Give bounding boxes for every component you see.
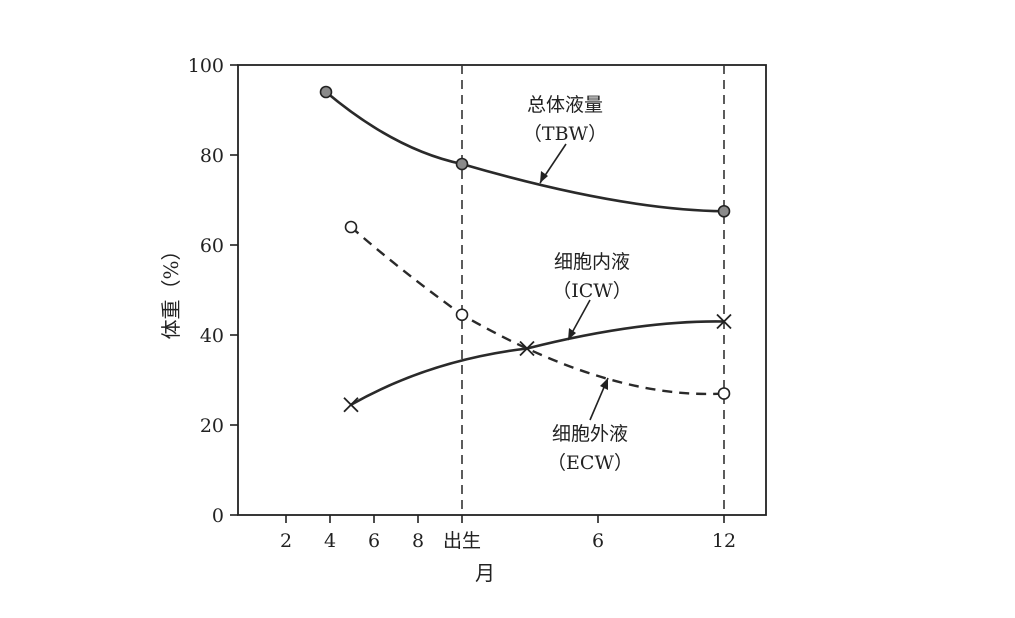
y-axis-title: 体重（%） — [159, 240, 183, 339]
x-tick-label: 6 — [368, 530, 380, 552]
tbw-point — [455, 157, 469, 171]
x-tick-label: 6 — [592, 530, 604, 552]
tbw-point — [319, 85, 333, 99]
y-tick-label: 60 — [200, 235, 224, 257]
tbw-annotation-arrow — [539, 143, 567, 184]
icw-annotation-arrow — [567, 299, 591, 341]
ecw-point — [717, 387, 731, 400]
ecw-annotation-arrow — [589, 377, 609, 421]
y-tick-label: 20 — [200, 415, 224, 437]
x-axis: 2 4 6 8 出生 6 12 — [280, 515, 736, 552]
x-tick-label: 12 — [712, 530, 736, 552]
y-tick-label: 40 — [200, 325, 224, 347]
y-axis: 0 20 40 60 80 100 — [188, 55, 238, 527]
tbw-series-line — [325, 91, 725, 213]
ecw-point — [344, 220, 358, 234]
x-tick-label: 2 — [280, 530, 292, 552]
x-axis-title: 月 — [475, 561, 495, 585]
icw-point — [343, 397, 359, 413]
y-tick-label: 100 — [188, 55, 224, 77]
tbw-label: 总体液量 — [527, 94, 603, 116]
icw-point — [519, 340, 535, 357]
icw-label: 细胞内液 — [554, 251, 630, 273]
y-tick-label: 80 — [200, 145, 224, 167]
tbw-abbrev-label: （TBW） — [523, 123, 607, 145]
icw-point — [716, 313, 732, 330]
plot-frame — [237, 64, 767, 516]
ecw-point — [455, 308, 469, 322]
x-tick-label: 出生 — [443, 530, 481, 552]
ecw-label: 细胞外液 — [552, 423, 628, 445]
y-tick-label: 0 — [212, 505, 224, 527]
ecw-abbrev-label: （ECW） — [547, 452, 633, 474]
x-tick-label: 4 — [324, 530, 336, 552]
x-tick-label: 8 — [412, 530, 424, 552]
tbw-point — [717, 204, 731, 218]
data-markers — [319, 85, 732, 413]
ecw-series-line — [350, 226, 725, 396]
icw-abbrev-label: （ICW） — [552, 280, 632, 302]
